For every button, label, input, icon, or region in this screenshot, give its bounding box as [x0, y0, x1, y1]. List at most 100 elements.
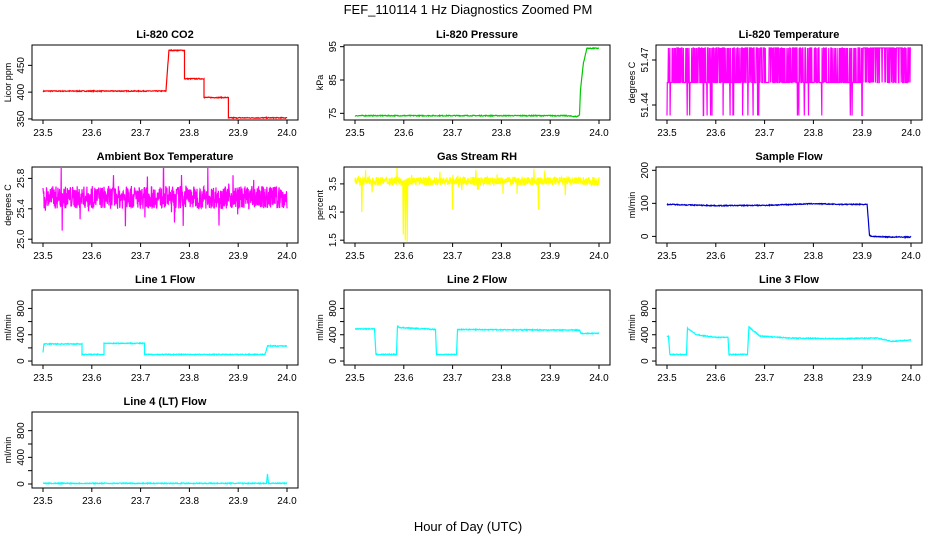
y-tick-label: 51.44 [640, 92, 651, 117]
x-tick-label: 23.7 [131, 128, 151, 139]
x-tick-label: 23.7 [443, 373, 463, 384]
x-tick-label: 24.0 [901, 373, 921, 384]
panel-5: Sample Flow 23.5 23.6 23.7 23.8 23.9 24.0 0 100 2… [627, 151, 923, 262]
x-tick-label: 23.8 [180, 251, 200, 262]
y-axis-label: ml/min [3, 437, 13, 464]
x-tick-label: 23.5 [345, 251, 365, 262]
y-axis-label: Licor ppm [3, 63, 13, 103]
y-tick-label: 51.47 [640, 47, 651, 72]
plot-frame [655, 289, 923, 366]
x-tick-label: 24.0 [277, 373, 297, 384]
x-tick-label: 24.0 [589, 373, 609, 384]
y-axis-label: ml/min [315, 314, 325, 341]
plot-frame [655, 166, 923, 244]
y-tick-label: 800 [640, 300, 651, 317]
panel-title: Ambient Box Temperature [97, 151, 234, 163]
x-tick-label: 23.6 [82, 373, 102, 384]
x-tick-label: 23.5 [657, 373, 677, 384]
y-tick-label: 800 [328, 300, 339, 317]
panel-8: Line 3 Flow 23.5 23.6 23.7 23.8 23.9 24.0 0 400 8… [627, 274, 923, 384]
panel-title: Li-820 Temperature [739, 29, 840, 41]
y-tick-label: 85 [328, 74, 339, 86]
y-tick-label: 25.0 [16, 229, 27, 249]
x-tick-label: 23.5 [33, 373, 53, 384]
x-tick-label: 23.6 [394, 128, 414, 139]
x-tick-label: 23.6 [394, 251, 414, 262]
x-tick-label: 23.8 [492, 128, 512, 139]
panel-0: Li-820 CO2 23.5 23.6 23.7 23.8 23.9 24.0 350 400… [3, 29, 299, 139]
series-line [42, 473, 288, 486]
x-tick-label: 23.9 [228, 128, 248, 139]
y-tick-label: 0 [640, 358, 651, 364]
y-tick-label: 350 [16, 110, 27, 127]
y-axis-label: kPa [315, 75, 325, 91]
y-tick-label: 25.4 [16, 199, 27, 219]
x-tick-label: 23.8 [492, 251, 512, 262]
panel-title: Sample Flow [755, 151, 823, 163]
panel-1: Li-820 Pressure 23.5 23.6 23.7 23.8 23.9 24.0 7… [315, 29, 611, 139]
series-line [354, 325, 600, 357]
series-line [666, 325, 912, 357]
y-tick-label: 0 [640, 233, 651, 239]
x-tick-label: 23.5 [33, 496, 53, 507]
plot-frame [343, 44, 611, 121]
y-tick-label: 800 [16, 300, 27, 317]
figure-xlabel: Hour of Day (UTC) [414, 519, 522, 534]
x-tick-label: 23.9 [852, 373, 872, 384]
x-tick-label: 23.6 [82, 496, 102, 507]
x-tick-label: 23.7 [755, 128, 775, 139]
y-tick-label: 75 [328, 107, 339, 119]
x-tick-label: 23.8 [804, 373, 824, 384]
x-tick-label: 24.0 [277, 128, 297, 139]
y-tick-label: 400 [640, 326, 651, 343]
x-tick-label: 23.9 [852, 128, 872, 139]
series-line [42, 167, 288, 231]
x-tick-label: 23.5 [657, 128, 677, 139]
x-tick-label: 23.5 [33, 128, 53, 139]
series-line [42, 48, 288, 120]
y-axis-label: ml/min [627, 314, 637, 341]
y-tick-label: 400 [16, 326, 27, 343]
plot-frame [31, 44, 299, 121]
panel-title: Line 3 Flow [759, 274, 819, 286]
plot-frame [655, 44, 923, 121]
x-tick-label: 23.8 [180, 128, 200, 139]
x-tick-label: 23.6 [82, 251, 102, 262]
y-axis-label: degrees C [627, 61, 637, 103]
panel-title: Gas Stream RH [437, 151, 517, 163]
panel-9: Line 4 (LT) Flow 23.5 23.6 23.7 23.8 23.9 24.0… [3, 396, 299, 507]
y-tick-label: 95 [328, 41, 339, 53]
panel-3: Ambient Box Temperature 23.5 23.6 23.7 23.8 2… [3, 151, 299, 262]
y-axis-label: ml/min [627, 192, 637, 219]
x-tick-label: 23.8 [492, 373, 512, 384]
series-line [354, 46, 600, 118]
y-tick-label: 400 [16, 83, 27, 100]
plot-frame [343, 166, 611, 244]
y-tick-label: 200 [640, 162, 651, 179]
panel-title: Li-820 Pressure [436, 29, 518, 41]
x-tick-label: 23.6 [706, 251, 726, 262]
plot-frame [31, 289, 299, 366]
y-axis-label: degrees C [3, 184, 13, 226]
y-tick-label: 0 [16, 481, 27, 487]
plot-frame [31, 166, 299, 244]
y-axis-label: percent [315, 189, 325, 220]
panel-title: Line 4 (LT) Flow [124, 396, 207, 408]
series-line [42, 341, 288, 357]
y-tick-label: 2.5 [328, 205, 339, 219]
x-tick-label: 23.6 [706, 128, 726, 139]
x-tick-label: 24.0 [277, 251, 297, 262]
x-tick-label: 23.7 [443, 128, 463, 139]
x-tick-label: 23.6 [394, 373, 414, 384]
x-tick-label: 23.9 [228, 496, 248, 507]
y-tick-label: 100 [640, 195, 651, 212]
x-tick-label: 23.5 [657, 251, 677, 262]
x-tick-label: 23.8 [180, 496, 200, 507]
y-tick-label: 0 [328, 358, 339, 364]
plot-frame [31, 411, 299, 489]
y-axis-label: ml/min [3, 314, 13, 341]
panel-4: Gas Stream RH 23.5 23.6 23.7 23.8 23.9 24.0 1.5… [315, 151, 611, 262]
x-tick-label: 23.6 [82, 128, 102, 139]
x-tick-label: 23.7 [131, 496, 151, 507]
